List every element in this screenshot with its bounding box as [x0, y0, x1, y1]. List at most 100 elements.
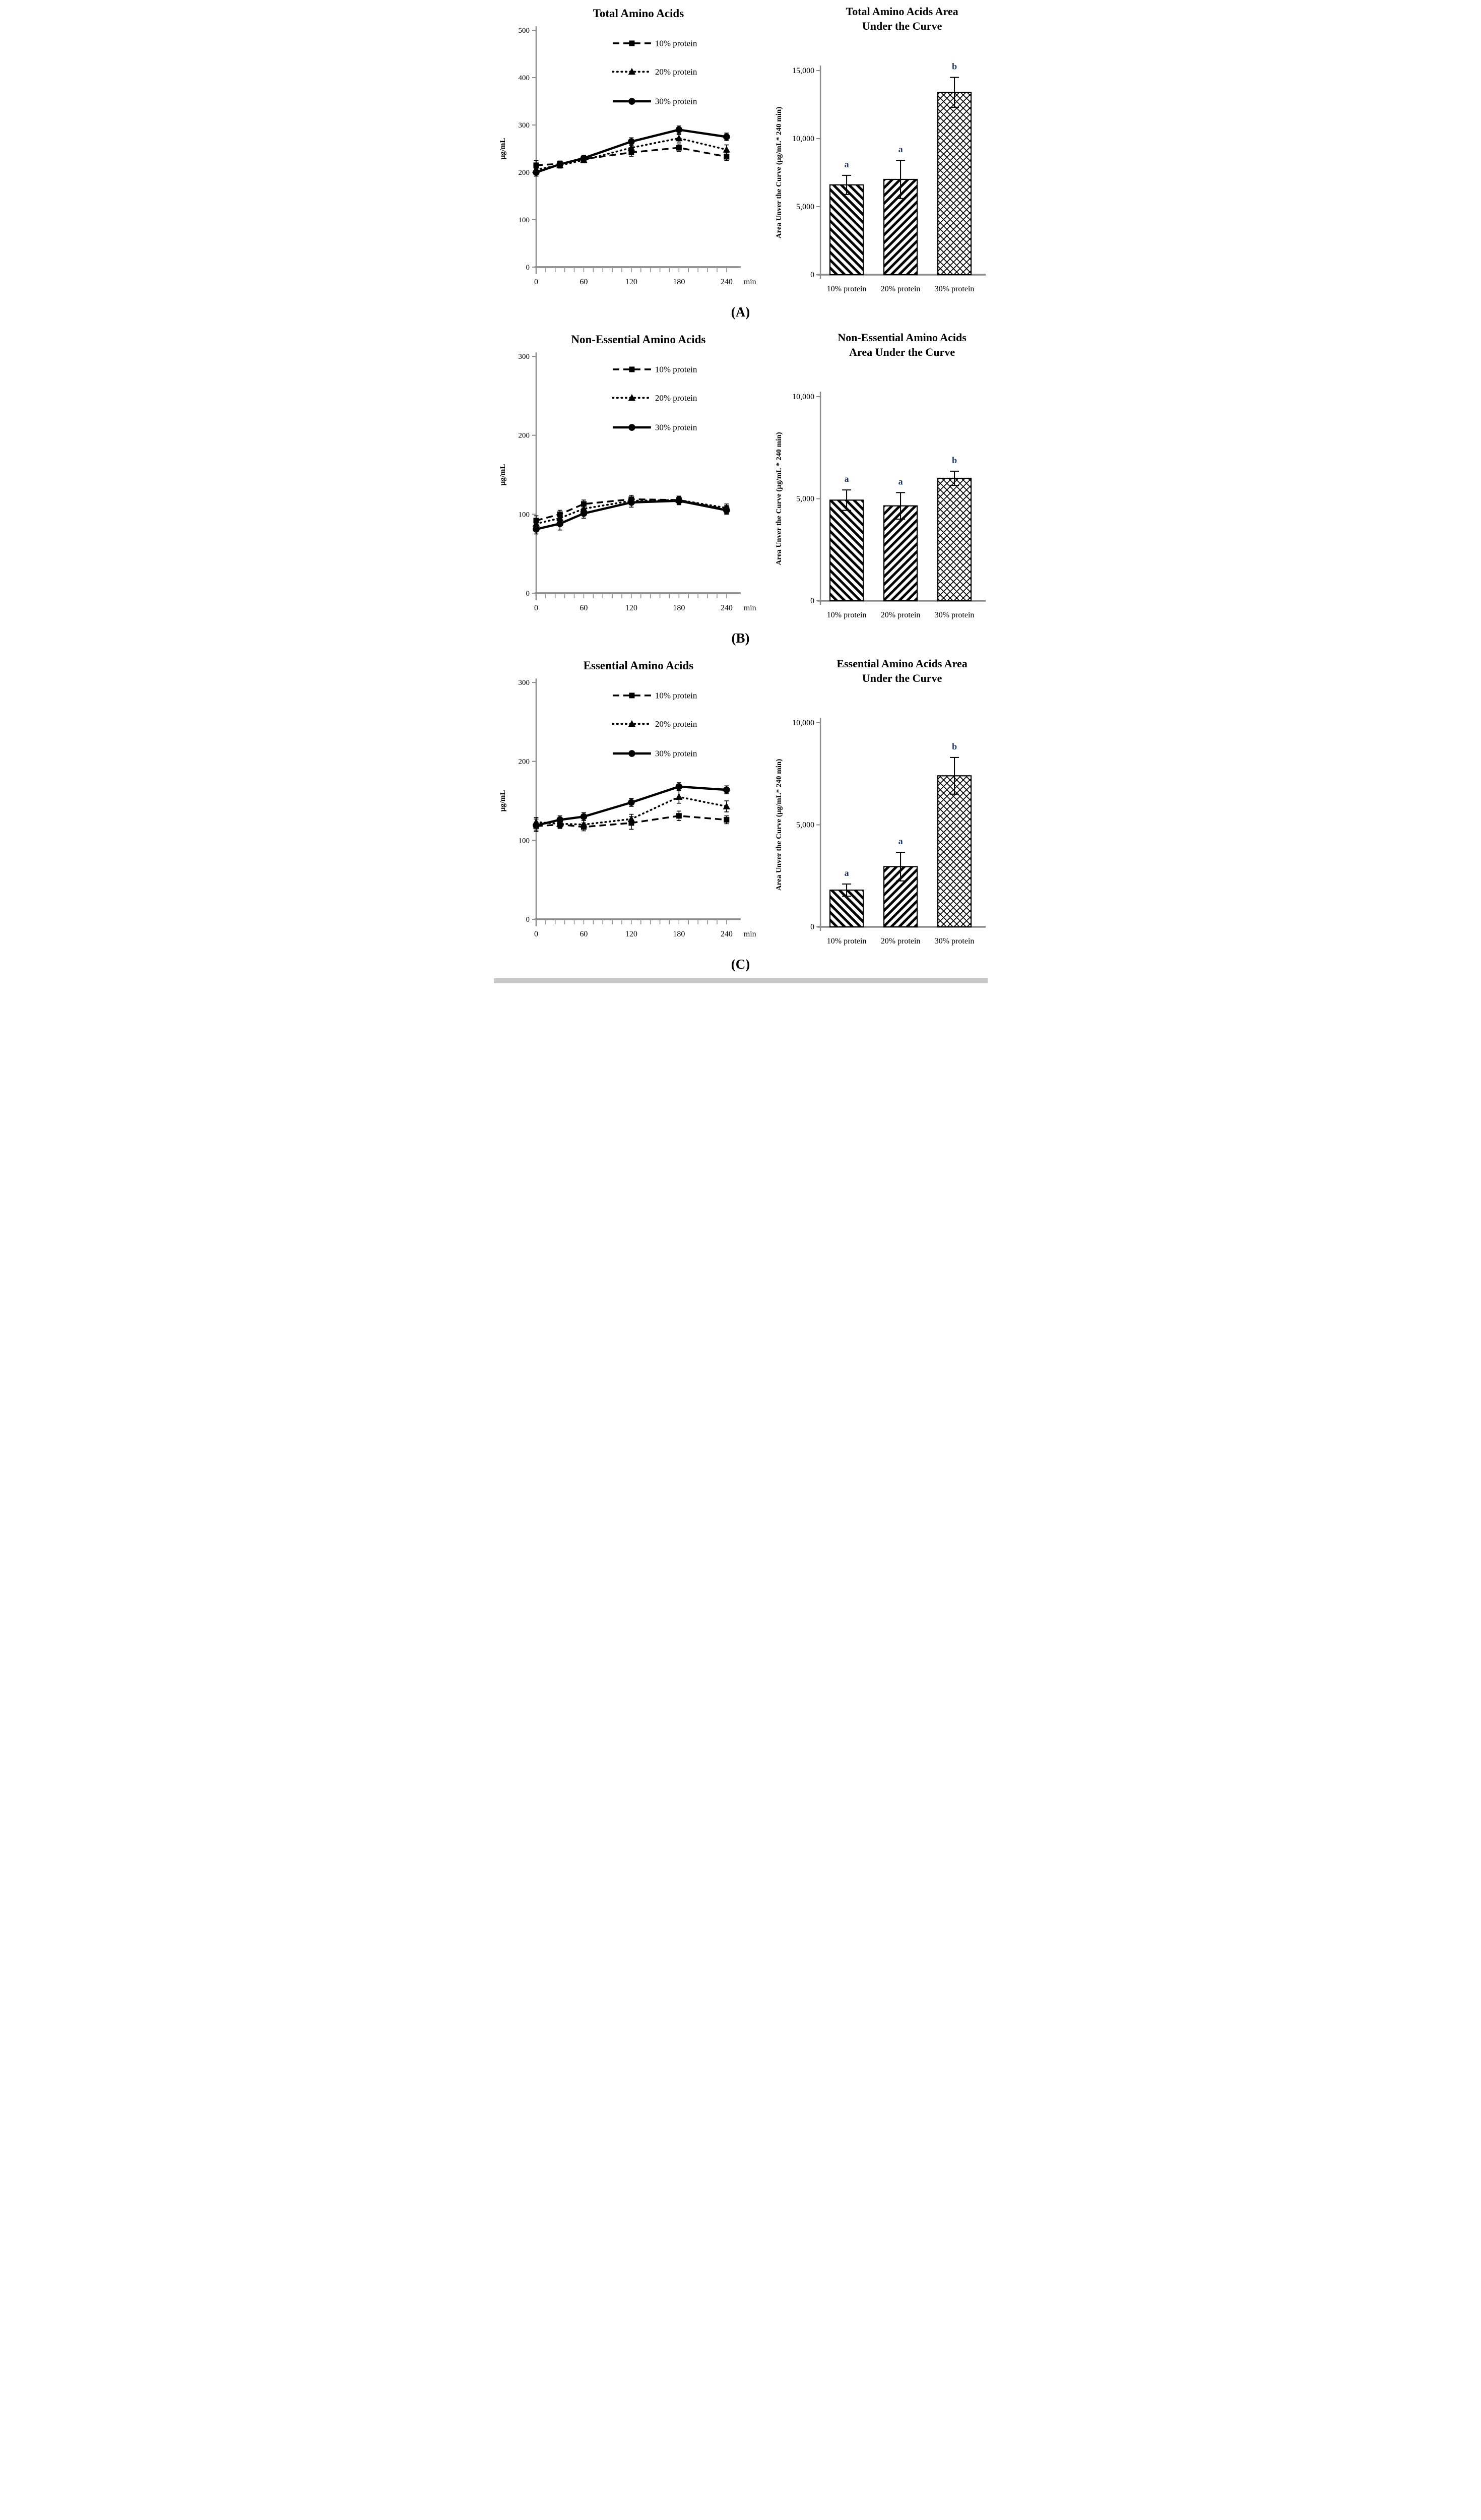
y-tick-label: 100 — [518, 216, 529, 224]
y-tick-label: 100 — [518, 511, 529, 519]
data-point-marker — [580, 154, 587, 162]
x-tick-label: 240 — [720, 604, 732, 612]
x-category-label: 20% protein — [881, 285, 921, 293]
x-category-label: 10% protein — [827, 611, 867, 619]
x-tick-label: 180 — [673, 604, 685, 612]
bar-chart-non-essential-auc: Non-Essential Amino Acids Area Under the … — [770, 326, 987, 628]
line-chart-non-essential-svg: Non-Essential Amino Acids 0 100 200 300 0 60 12… — [498, 333, 756, 612]
y-tick-label: 400 — [518, 74, 529, 82]
legend-label: 10% protein — [655, 38, 697, 48]
data-point-marker — [676, 813, 682, 819]
line-chart-essential-amino-acids: Essential Amino Acids 0 100 200 300 0 60 120 180… — [494, 652, 770, 955]
legend-item: 20% protein — [611, 393, 697, 403]
legend-item: 30% protein — [612, 749, 697, 759]
data-point-marker — [628, 150, 634, 156]
data-point-marker — [723, 507, 730, 514]
legend-marker — [628, 720, 635, 727]
chart-title-line: Total Amino Acids Area — [846, 5, 958, 18]
significance-letter: a — [898, 476, 903, 486]
figure-row-b: Non-Essential Amino Acids 0 100 200 300 0 60 12… — [494, 326, 988, 628]
data-point-marker — [580, 813, 587, 821]
series-30-protein — [532, 496, 730, 535]
data-point-marker — [532, 822, 540, 829]
series-20-protein — [532, 790, 730, 829]
x-category-label: 30% protein — [935, 611, 975, 619]
y-tick-label: 0 — [810, 923, 814, 931]
x-category-label: 10% protein — [827, 937, 867, 946]
multi-panel-figure: Total Amino Acids 0 100 200 300 400 500 0 60 120 1… — [493, 0, 988, 983]
legend-marker — [628, 424, 635, 431]
bar-error-bar — [842, 174, 852, 195]
bar-error-bar — [842, 883, 852, 897]
series-line — [535, 137, 728, 171]
y-tick-label: 500 — [518, 27, 529, 35]
bar-error-bar — [950, 77, 959, 108]
data-point-marker — [532, 520, 540, 527]
bar-30-protein — [937, 477, 972, 602]
legend-marker — [628, 366, 634, 372]
figure-label-b: (B) — [731, 631, 750, 646]
series-line — [535, 785, 727, 827]
legend-label: 30% protein — [655, 423, 697, 432]
page-bottom-edge — [493, 978, 988, 983]
bar-error-bar — [896, 492, 906, 520]
y-tick-label: 200 — [518, 758, 529, 766]
significance-letter: b — [952, 61, 957, 72]
data-point-marker — [533, 162, 539, 168]
legend-label: 10% protein — [655, 364, 697, 374]
y-tick-label: 0 — [526, 590, 530, 598]
significance-letter: a — [845, 868, 849, 878]
y-tick-label: 0 — [526, 916, 530, 924]
data-point-marker — [675, 134, 683, 142]
legend-item: 10% protein — [612, 690, 697, 700]
x-tick-label: 120 — [625, 278, 637, 286]
y-tick-label: 0 — [526, 264, 530, 272]
series-line — [535, 499, 728, 525]
data-point-marker — [675, 783, 682, 790]
chart-title-line: Under the Curve — [862, 672, 942, 684]
bar-error-bar — [950, 757, 959, 795]
data-point-marker — [556, 520, 563, 527]
bar-chart-essential-auc-svg: Essential Amino Acids Area Under the Curv… — [775, 657, 986, 946]
y-tick-label: 200 — [518, 432, 529, 440]
y-tick-label: 100 — [518, 837, 529, 845]
chart-title: Total Amino Acids — [593, 7, 684, 20]
figure-label-a: (A) — [731, 304, 750, 320]
significance-letter: a — [845, 474, 849, 484]
data-point-marker — [580, 510, 587, 517]
x-tick-label: 240 — [720, 278, 732, 286]
significance-letter: b — [952, 455, 957, 465]
x-tick-label: 120 — [625, 604, 637, 612]
bar-30-protein — [937, 775, 972, 928]
x-category-label: 20% protein — [881, 937, 921, 946]
legend-label: 20% protein — [655, 719, 697, 729]
x-tick-label: 60 — [579, 930, 588, 938]
legend-label: 20% protein — [655, 67, 697, 77]
y-axis-label: Area Unver the Curve (µg/mL* 240 min) — [775, 107, 783, 238]
bar-chart-total-auc-svg: Total Amino Acids Area Under the Curve Are… — [775, 5, 986, 293]
axes — [532, 26, 741, 274]
x-tick-label: 0 — [534, 278, 538, 286]
data-point-marker — [675, 793, 683, 800]
bar-chart-non-essential-auc-svg: Non-Essential Amino Acids Area Under the … — [775, 331, 986, 619]
x-unit-label: min — [743, 930, 756, 938]
y-tick-label: 300 — [518, 353, 529, 361]
legend-label: 20% protein — [655, 393, 697, 403]
significance-letter: a — [898, 836, 903, 846]
series-30-protein — [532, 125, 730, 177]
data-point-marker — [723, 146, 730, 153]
series-line — [535, 129, 727, 174]
data-point-marker — [723, 802, 730, 809]
legend-item: 30% protein — [612, 97, 697, 106]
legend-marker — [628, 692, 634, 699]
legend-label: 30% protein — [655, 97, 697, 106]
y-tick-label: 10,000 — [792, 393, 814, 401]
data-point-marker — [532, 169, 540, 176]
data-point-marker — [556, 161, 563, 168]
chart-title-line: Area Under the Curve — [849, 346, 955, 358]
x-category-label: 20% protein — [881, 611, 921, 619]
data-point-marker — [723, 786, 730, 793]
chart-title-line: Essential Amino Acids Area — [837, 657, 968, 670]
axes — [532, 352, 741, 600]
significance-letter: a — [898, 144, 903, 154]
